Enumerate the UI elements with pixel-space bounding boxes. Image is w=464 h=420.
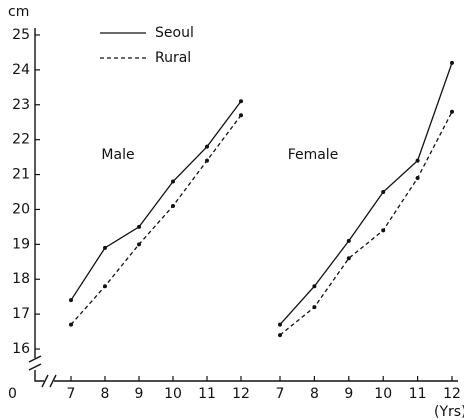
panel-title: Male (101, 147, 134, 163)
x-tick-label: 11 (409, 386, 427, 402)
origin-label: 0 (8, 386, 17, 402)
x-tick-label: 12 (443, 386, 461, 402)
data-point (415, 176, 420, 181)
data-point (450, 109, 454, 114)
x-tick-label: 10 (164, 386, 182, 402)
y-tick-label: 17 (12, 306, 30, 322)
data-point (69, 298, 73, 303)
y-tick-label: 22 (12, 132, 30, 148)
x-tick-label: 7 (276, 386, 285, 402)
x-tick-label: 8 (310, 386, 319, 402)
axes (34, 28, 458, 382)
axis-break (28, 355, 57, 388)
series-line (70, 100, 242, 301)
series-line (70, 114, 242, 326)
data-point (415, 158, 420, 163)
x-tick-label: 9 (135, 386, 144, 402)
x-axis-label: (Yrs) (434, 404, 464, 420)
x-tick-label: 8 (101, 386, 110, 402)
y-tick-label: 23 (12, 97, 30, 113)
data-point (171, 203, 175, 208)
data-point (346, 238, 351, 243)
data-point (103, 245, 107, 250)
data-point (278, 333, 282, 338)
y-tick-label: 25 (12, 27, 30, 43)
x-tick-label: 11 (198, 386, 216, 402)
data-point (346, 256, 351, 261)
data-point (137, 242, 141, 247)
y-tick-label: 16 (12, 341, 30, 357)
y-tick-label: 19 (12, 236, 30, 252)
data-point (278, 322, 282, 327)
y-tick-label: 20 (12, 201, 30, 217)
data-point (69, 322, 73, 327)
data-point (137, 224, 141, 229)
data-point (239, 113, 243, 118)
panel-title: Female (288, 147, 339, 163)
data-point (239, 99, 243, 104)
data-point (381, 228, 386, 233)
data-point (312, 305, 317, 310)
legend-label: Seoul (155, 25, 194, 41)
data-point (171, 179, 175, 184)
data-point (205, 158, 209, 163)
data-point (103, 284, 107, 289)
y-axis-label: cm (8, 4, 29, 20)
data-point (381, 190, 386, 195)
series-line (279, 111, 453, 336)
x-tick-label: 7 (67, 386, 76, 402)
y-tick-label: 21 (12, 167, 30, 183)
series-line (279, 62, 453, 326)
data-point (450, 60, 454, 65)
x-tick-label: 10 (374, 386, 392, 402)
y-tick-label: 24 (12, 62, 30, 78)
y-tick-label: 18 (12, 271, 30, 287)
legend-label: Rural (155, 50, 191, 66)
data-point (205, 144, 209, 149)
x-tick-label: 9 (344, 386, 353, 402)
x-tick-label: 12 (232, 386, 250, 402)
data-point (312, 284, 317, 289)
